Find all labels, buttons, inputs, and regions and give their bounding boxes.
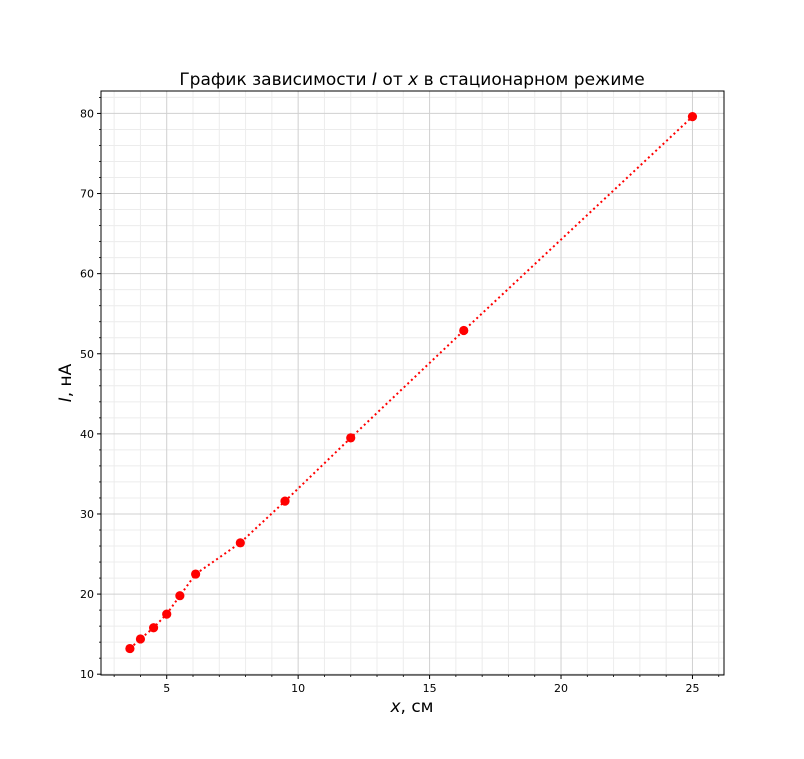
y-tick-label: 30	[80, 508, 94, 521]
y-tick-label: 60	[80, 268, 94, 281]
y-tick-label: 50	[80, 348, 94, 361]
y-tick-label: 70	[80, 188, 94, 201]
title-part-5: в стационарном режиме	[418, 70, 644, 90]
x-tick-label: 10	[291, 682, 305, 695]
title-part-1: График зависимости	[179, 70, 372, 90]
y-tick-label: 80	[80, 107, 94, 120]
series-layer	[125, 112, 698, 654]
y-tick-label: 10	[80, 668, 94, 681]
y-axis-label-unit: , нА	[56, 363, 76, 397]
data-point	[135, 634, 146, 644]
data-point	[191, 569, 201, 579]
x-tick-label: 20	[554, 682, 568, 695]
x-tick-label: 25	[685, 682, 699, 695]
x-axis-label: x, см	[389, 697, 433, 717]
data-point	[687, 112, 698, 122]
y-axis-label-var: I	[56, 397, 76, 402]
axis-ticks: 5 10 15 20 25 10 20 30 40 50 60 70 80	[80, 97, 720, 695]
data-point	[148, 623, 159, 633]
chart-title: График зависимости I от x в стационарном…	[179, 70, 644, 90]
major-grid	[101, 91, 724, 675]
y-tick-label: 20	[80, 588, 94, 601]
data-point	[459, 325, 469, 336]
data-point	[125, 643, 135, 654]
y-tick-label: 40	[80, 428, 94, 441]
y-axis-label: I, нА	[56, 363, 76, 402]
data-point	[162, 609, 172, 619]
x-axis-label-var: x	[389, 697, 401, 717]
title-part-3: от	[377, 70, 408, 90]
x-tick-label: 15	[423, 682, 437, 695]
data-point	[280, 496, 290, 506]
data-point	[346, 433, 356, 443]
title-part-2: I	[372, 70, 377, 90]
x-tick-label: 5	[163, 682, 170, 695]
minor-grid	[101, 91, 724, 675]
plot-frame	[100, 90, 725, 676]
title-part-4: x	[407, 70, 419, 90]
data-point	[235, 538, 245, 548]
x-axis-label-unit: , см	[401, 697, 434, 717]
series-line	[129, 115, 694, 650]
data-point	[175, 591, 185, 601]
